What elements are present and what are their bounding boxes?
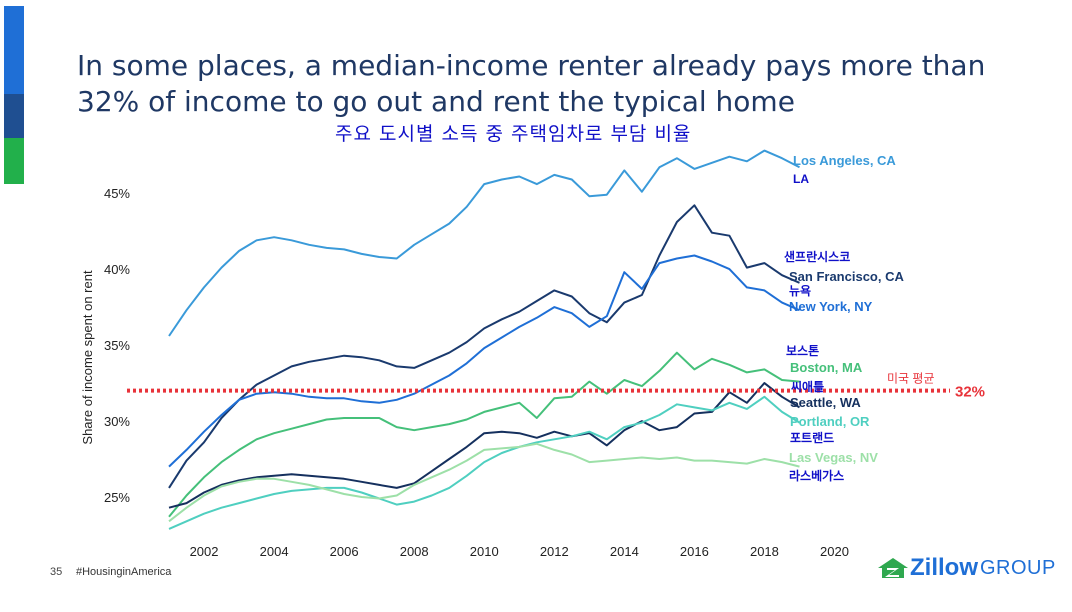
series-line-los-angeles-ca xyxy=(168,149,800,337)
page-title: In some places, a median-income renter a… xyxy=(77,49,986,118)
x-tick-label: 2002 xyxy=(190,544,219,559)
x-tick-label: 2006 xyxy=(330,544,359,559)
series-line-seattle-wa xyxy=(168,382,801,509)
accent-bar-navy xyxy=(4,94,24,138)
series-label-seattle-wa: Seattle, WA xyxy=(790,395,861,410)
series-label-ko-boston-ma: 보스톤 xyxy=(786,344,819,358)
series-label-san-francisco-ca: San Francisco, CA xyxy=(789,269,904,284)
series-label-los-angeles-ca: Los Angeles, CA xyxy=(793,153,896,168)
x-tick-label: 2012 xyxy=(540,544,569,559)
series-label-ko-seattle-wa: 씨애틀 xyxy=(791,379,824,394)
zillow-logo-icon xyxy=(878,558,908,578)
reference-line-label-ko: 미국 평균 xyxy=(887,372,935,386)
series-line-new-york-ny xyxy=(168,254,800,468)
page-number: 35 xyxy=(50,566,63,578)
y-tick-label: 25% xyxy=(104,490,130,505)
x-tick-label: 2008 xyxy=(400,544,429,559)
x-tick-label: 2018 xyxy=(750,544,779,559)
logo-group: GROUP xyxy=(980,556,1056,579)
x-tick-label: 2020 xyxy=(820,544,849,559)
series-label-ko-san-francisco-ca: 샌프란시스코 xyxy=(784,249,850,264)
x-tick-label: 2010 xyxy=(470,544,499,559)
series-label-portland-or: Portland, OR xyxy=(790,414,870,429)
series-label-ko-new-york-ny: 뉴욕 xyxy=(789,283,811,298)
series-label-boston-ma: Boston, MA xyxy=(790,360,863,375)
y-tick-label: 45% xyxy=(104,186,130,201)
reference-line-label: 32% xyxy=(955,384,985,401)
series-line-san-francisco-ca xyxy=(168,204,800,489)
x-tick-label: 2014 xyxy=(610,544,639,559)
y-tick-label: 40% xyxy=(104,262,130,277)
series-label-new-york-ny: New York, NY xyxy=(789,299,873,314)
series-line-las-vegas-nv xyxy=(168,442,800,523)
y-axis-label: Share of income spent on rent xyxy=(80,270,95,445)
series-line-boston-ma xyxy=(168,351,800,518)
y-tick-label: 30% xyxy=(104,414,130,429)
series-line-portland-or xyxy=(168,395,801,530)
series-label-ko-portland-or: 포트랜드 xyxy=(790,430,834,445)
zillow-group-logo: Zillow GROUP xyxy=(876,554,1056,582)
hashtag: #HousinginAmerica xyxy=(76,566,172,578)
x-tick-label: 2016 xyxy=(680,544,709,559)
korean-subtitle: 주요 도시별 소득 중 주택임차로 부담 비율 xyxy=(335,123,692,145)
x-tick-label: 2004 xyxy=(260,544,289,559)
series-label-ko-los-angeles-ca: LA xyxy=(793,172,809,186)
series-label-ko-las-vegas-nv: 라스베가스 xyxy=(789,468,844,483)
accent-bar-blue xyxy=(4,6,24,94)
y-tick-label: 35% xyxy=(104,338,130,353)
series-label-las-vegas-nv: Las Vegas, NV xyxy=(789,450,878,465)
logo-word: Zillow xyxy=(910,554,978,581)
accent-bar-green xyxy=(4,138,24,184)
